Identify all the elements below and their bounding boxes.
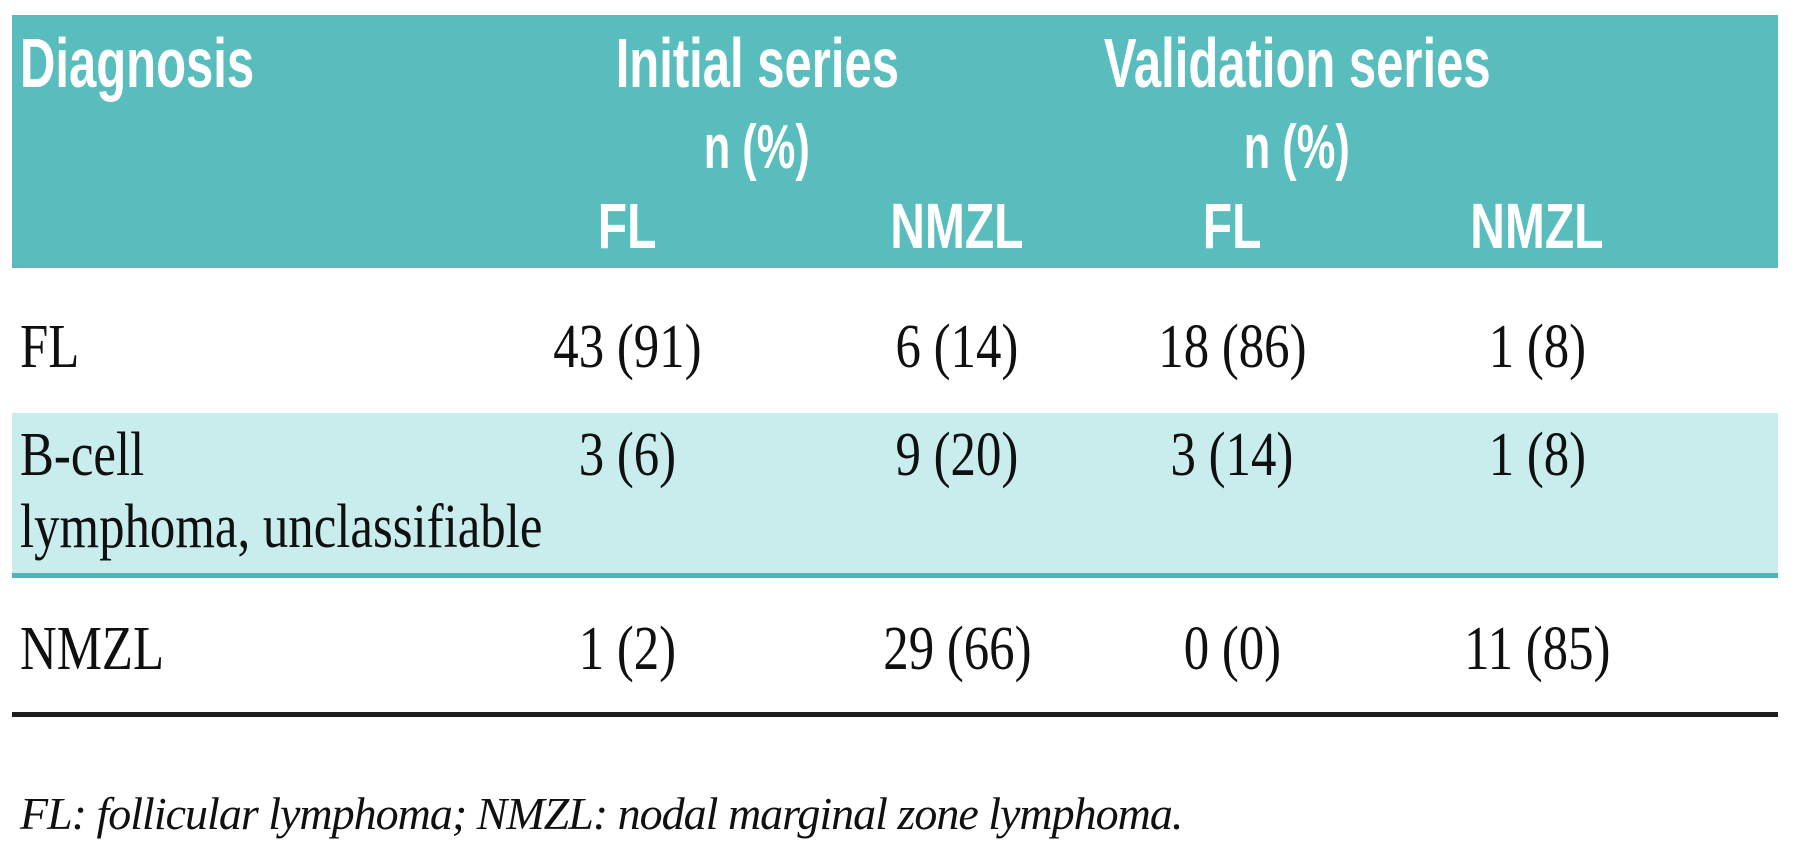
diagnosis-column-header-label: Diagnosis	[20, 24, 255, 102]
cell-value: 1 (8)	[1488, 312, 1586, 381]
row-fl-validation-fl-value: 18 (86)	[1122, 312, 1342, 383]
header-title-row: Diagnosis Initial series Validation seri…	[12, 15, 1778, 111]
header-subcolumn-row: FL NMZL FL NMZL	[12, 183, 1778, 268]
table-row-nmzl: NMZL 1 (2) 29 (66) 0 (0) 11 (85)	[12, 586, 1778, 712]
cell-value: 0 (0)	[1183, 614, 1281, 683]
row-nmzl-diagnosis-label: NMZL	[20, 614, 165, 683]
col-header-initial-fl-label: FL	[597, 189, 657, 262]
row-nmzl-validation-fl-value: 0 (0)	[1122, 614, 1342, 685]
row-fl-validation-nmzl-value: 1 (8)	[1342, 312, 1732, 383]
table-row-bcell-unclassifiable: B-cell lymphoma, unclassifiable 3 (6) 9 …	[12, 413, 1778, 578]
row-fl-diagnosis: FL	[12, 312, 462, 383]
cell-value: 43 (91)	[552, 312, 702, 381]
row-bcell-initial-nmzl-value: 9 (20)	[792, 419, 1122, 491]
row-bcell-diagnosis-line1: B-cell	[20, 421, 145, 489]
row-bcell-validation-fl-value: 3 (14)	[1122, 419, 1342, 491]
initial-series-group-label: Initial series	[615, 24, 899, 102]
table-row-fl: FL 43 (91) 6 (14) 18 (86) 1 (8)	[12, 281, 1778, 413]
validation-series-n-pct-label: n (%)	[1243, 112, 1351, 182]
cell-value: 3 (14)	[1170, 421, 1294, 489]
row-nmzl-diagnosis: NMZL	[12, 614, 462, 685]
col-header-validation-fl-label: FL	[1202, 189, 1262, 262]
row-bcell-validation-nmzl-value: 1 (8)	[1342, 419, 1732, 491]
col-header-initial-nmzl: NMZL	[792, 189, 1122, 263]
cell-value: 11 (85)	[1463, 614, 1611, 683]
initial-series-group-header: Initial series	[462, 23, 1122, 103]
table-header: Diagnosis Initial series Validation seri…	[12, 15, 1778, 268]
cell-value: 1 (8)	[1488, 421, 1586, 489]
validation-series-n-pct: n (%)	[1122, 112, 1732, 183]
col-header-validation-nmzl: NMZL	[1342, 189, 1732, 263]
row-nmzl-validation-nmzl-value: 11 (85)	[1342, 614, 1732, 685]
diagnosis-comparison-table: Diagnosis Initial series Validation seri…	[12, 15, 1778, 840]
row-nmzl-initial-fl-value: 1 (2)	[462, 614, 792, 685]
col-header-initial-fl: FL	[462, 189, 792, 263]
cell-value: 18 (86)	[1157, 312, 1307, 381]
initial-series-n-pct-label: n (%)	[703, 112, 811, 182]
row-bcell-diagnosis: B-cell lymphoma, unclassifiable	[12, 419, 542, 563]
col-header-validation-fl: FL	[1122, 189, 1342, 263]
diagnosis-column-header: Diagnosis	[12, 23, 462, 103]
validation-series-group-label: Validation series	[1103, 24, 1491, 102]
col-header-initial-nmzl-label: NMZL	[890, 189, 1024, 262]
col-header-validation-nmzl-label: NMZL	[1470, 189, 1604, 262]
initial-series-n-pct: n (%)	[462, 112, 1122, 183]
row-bcell-initial-fl-value: 3 (6)	[462, 419, 792, 491]
row-nmzl-initial-nmzl-value: 29 (66)	[792, 614, 1122, 685]
row-fl-initial-fl-value: 43 (91)	[462, 312, 792, 383]
validation-series-group-header: Validation series	[1104, 23, 1732, 103]
cell-value: 3 (6)	[578, 421, 676, 489]
cell-value: 9 (20)	[895, 421, 1019, 489]
row-fl-initial-nmzl-value: 6 (14)	[792, 312, 1122, 383]
table-bottom-rule	[12, 712, 1778, 717]
row-fl-diagnosis-label: FL	[20, 312, 80, 381]
header-subtitle-row: n (%) n (%)	[12, 111, 1778, 183]
cell-value: 6 (14)	[895, 312, 1019, 381]
row-bcell-diagnosis-line2: lymphoma, unclassifiable	[20, 493, 543, 561]
table-footnote: FL: follicular lymphoma; NMZL: nodal mar…	[20, 788, 1183, 839]
cell-value: 29 (66)	[882, 614, 1032, 683]
cell-value: 1 (2)	[578, 614, 676, 683]
